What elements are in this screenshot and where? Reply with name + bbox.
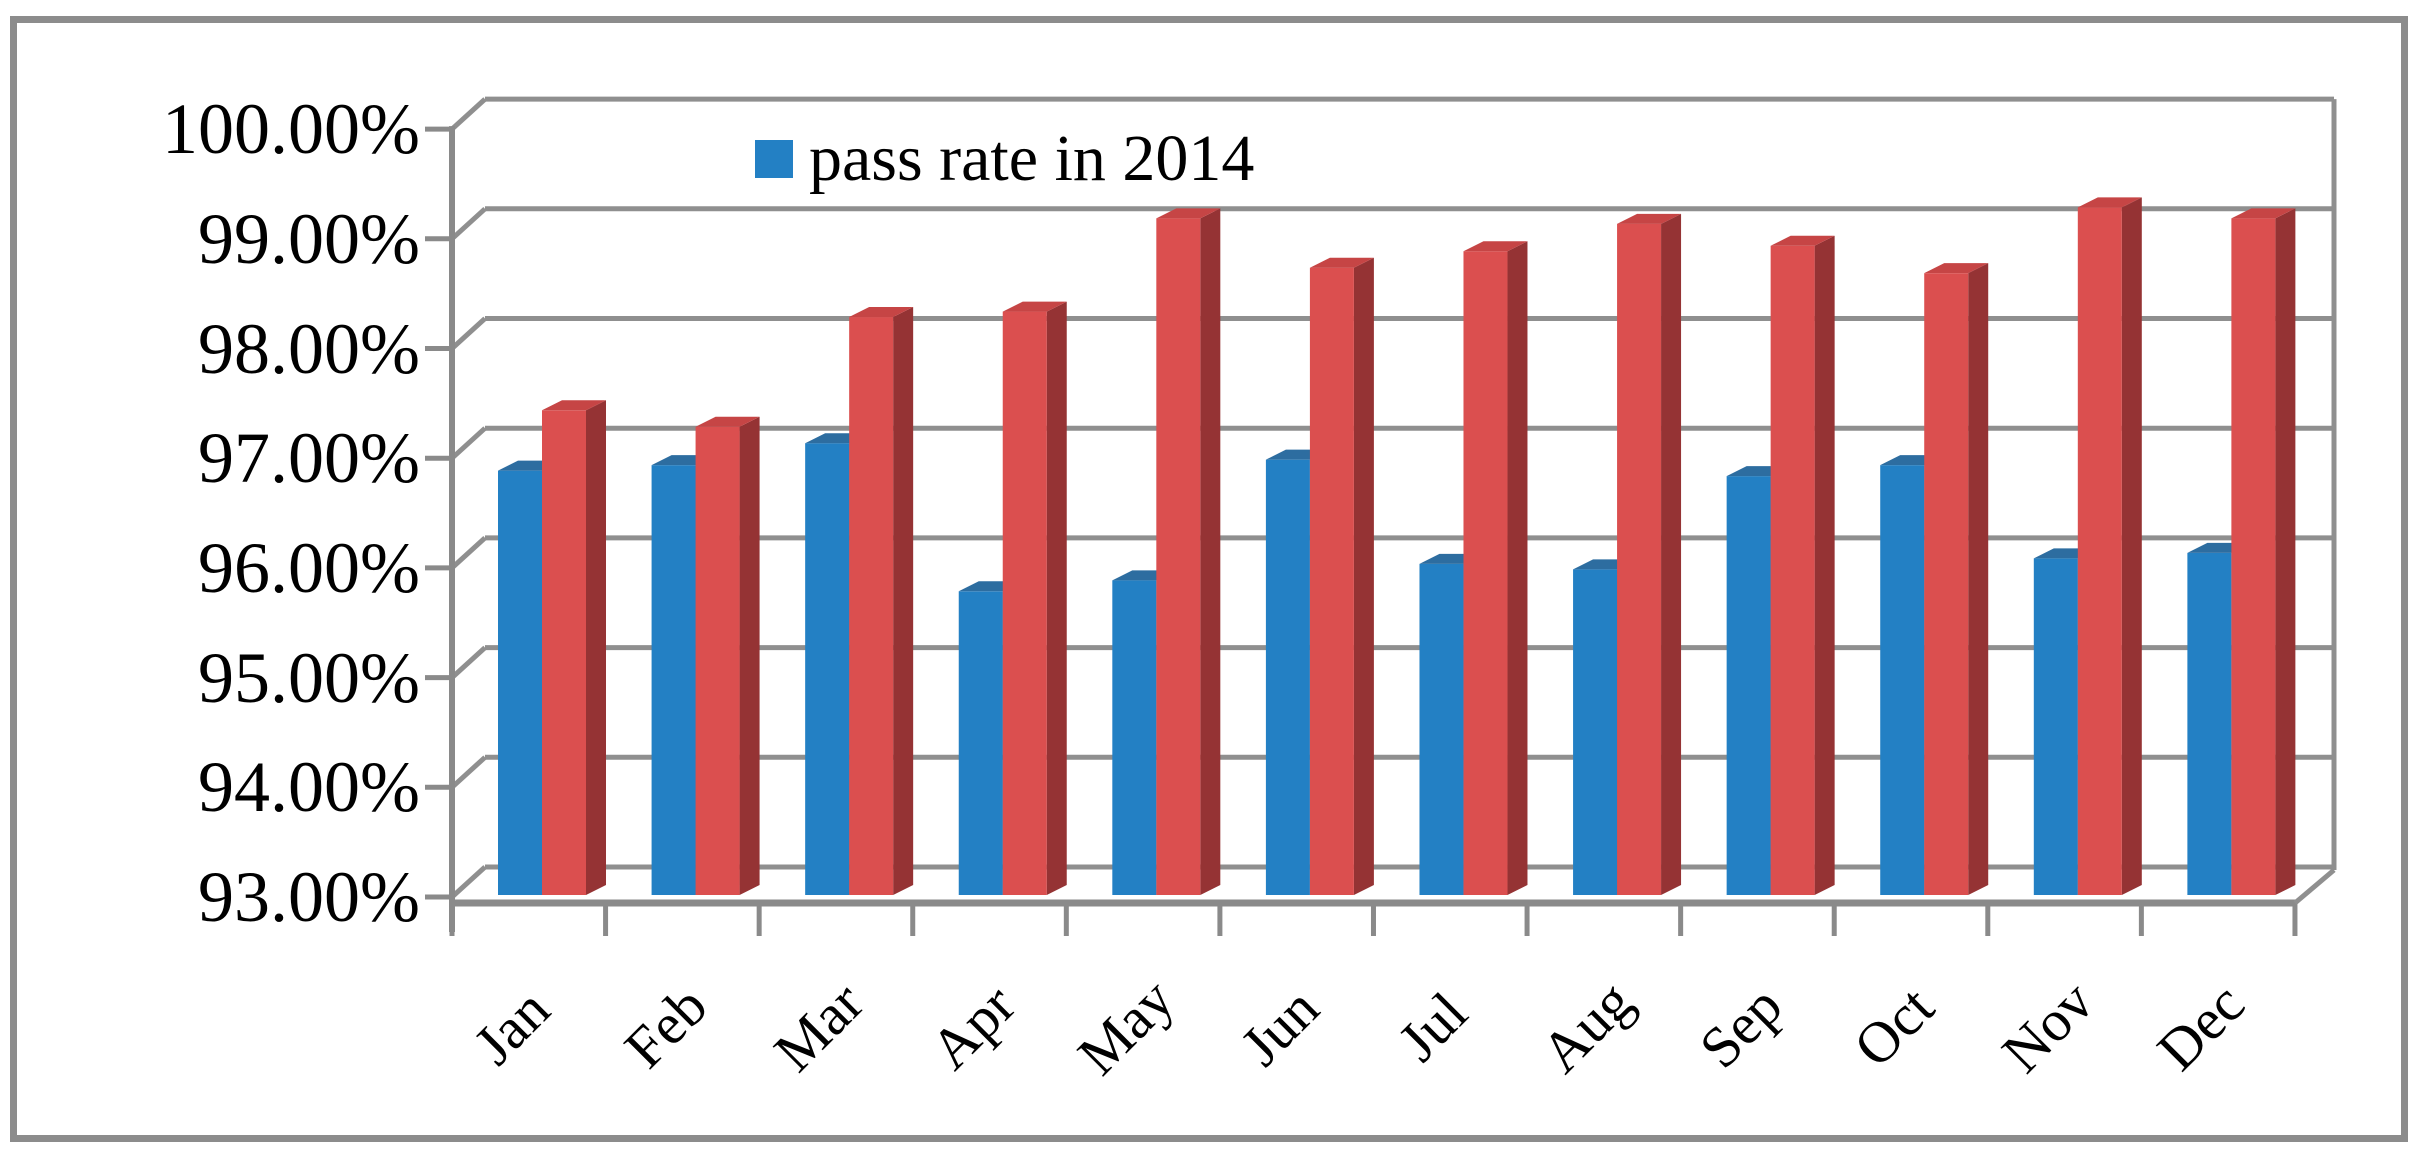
- bar-s1-aug: [1573, 569, 1618, 895]
- x-axis-label-nov: Nov: [1989, 968, 2106, 1085]
- y-axis-label: 97.00%: [198, 418, 420, 499]
- gridline-connector: [450, 536, 487, 570]
- gridline-connector: [450, 206, 487, 241]
- chart-frame: 100.00% 99.00% 98.00% 97.00% 96.00% 95.00% 94.…: [10, 16, 2408, 1142]
- legend-swatch-icon: [755, 140, 793, 178]
- axis-labels-layer: 100.00% 99.00% 98.00% 97.00% 96.00% 95.00% 94.…: [7, 7, 2424, 1168]
- bar-s2-oct: [1924, 273, 1969, 895]
- bar-s2-feb-top: [695, 416, 760, 427]
- bar-s2-jun: [1309, 267, 1354, 895]
- bar-s2-apr-side: [1046, 301, 1067, 895]
- x-axis-label-apr: Apr: [917, 971, 1028, 1082]
- bar-s1-feb: [651, 465, 696, 895]
- x-axis-label-aug: Aug: [1528, 968, 1645, 1085]
- x-axis-label-sep: Sep: [1686, 972, 1795, 1081]
- y-axis-label: 98.00%: [198, 308, 420, 389]
- y-axis-label: 93.00%: [198, 857, 420, 937]
- bar-s2-dec: [2231, 218, 2276, 895]
- bar-s2-apr-top: [1002, 301, 1067, 312]
- bar-s1-jan: [498, 470, 542, 895]
- bar-s2-aug-side: [1661, 213, 1682, 895]
- bar-s2-dec-side: [2275, 208, 2296, 895]
- bar-s2-apr: [1002, 311, 1047, 895]
- x-axis-label-jan: Jan: [461, 976, 562, 1077]
- bar-s2-jul: [1463, 251, 1508, 896]
- gridline-connector: [450, 755, 487, 790]
- bar-s2-mar: [849, 317, 894, 895]
- x-axis-label-oct: Oct: [1841, 974, 1947, 1080]
- bar-s2-aug-top: [1617, 213, 1682, 224]
- bar-s1-jun: [1265, 459, 1310, 895]
- gridline-connector: [450, 97, 487, 131]
- bar-s2-sep-side: [1814, 235, 1835, 895]
- bar-s1-may: [1112, 580, 1157, 895]
- bar-s1-dec: [2187, 552, 2232, 895]
- bar-s2-feb: [695, 426, 740, 895]
- bar-s1-nov: [2033, 558, 2078, 895]
- y-axis-label: 95.00%: [198, 637, 420, 718]
- gridline-connector: [450, 316, 487, 351]
- bar-s2-oct-top: [1924, 263, 1989, 274]
- bar-s2-sep-top: [1770, 235, 1835, 246]
- gridline-connector: [450, 426, 487, 461]
- bar-s2-jan: [542, 410, 586, 895]
- chart-canvas: [425, 96, 2337, 936]
- bar-s2-may: [1156, 218, 1201, 895]
- y-axis-label: 96.00%: [198, 527, 420, 608]
- bar-s1-sep: [1726, 476, 1771, 895]
- y-axis-label: 100.00%: [162, 89, 420, 170]
- bar-s1-mar: [805, 443, 850, 895]
- bar-s1-apr: [958, 591, 1003, 895]
- bar-s1-jul: [1419, 563, 1464, 895]
- x-axis-label-mar: Mar: [761, 969, 876, 1084]
- x-axis-label-dec: Dec: [2145, 970, 2258, 1083]
- gridline-connector: [450, 865, 487, 899]
- x-axis-label-jul: Jul: [1386, 979, 1481, 1074]
- bar-s2-may-top: [1156, 208, 1221, 219]
- chart-legend: pass rate in 2014: [755, 119, 1254, 199]
- x-axis-label-may: May: [1065, 966, 1187, 1088]
- bar-s2-mar-side: [893, 307, 914, 895]
- bar-s2-jan-side: [586, 400, 606, 895]
- bar-s2-jun-side: [1353, 257, 1374, 895]
- floor-right-edge: [2293, 868, 2336, 905]
- x-axis-label-feb: Feb: [611, 972, 719, 1081]
- bar-s2-dec-top: [2231, 208, 2296, 219]
- bar-s2-aug: [1617, 223, 1662, 895]
- bar-s2-jun-top: [1309, 257, 1374, 268]
- y-axis-label: 94.00%: [198, 747, 420, 828]
- bar-s2-nov-side: [2121, 197, 2142, 896]
- bar-s2-nov: [2077, 207, 2122, 896]
- y-axis-label: 99.00%: [198, 198, 420, 279]
- bar-s2-may-side: [1200, 208, 1221, 895]
- bar-s2-sep: [1770, 245, 1815, 895]
- bar-s2-jan-top: [542, 400, 606, 411]
- legend-label: pass rate in 2014: [809, 122, 1255, 195]
- bar-s2-jul-top: [1463, 241, 1528, 252]
- bar-s2-jul-side: [1507, 241, 1528, 896]
- bar-s2-oct-side: [1968, 263, 1989, 895]
- gridline-connector: [450, 645, 487, 680]
- bar-s2-nov-top: [2077, 197, 2142, 208]
- x-axis-label-jun: Jun: [1228, 975, 1332, 1079]
- bar-s2-mar-top: [849, 307, 914, 318]
- bar-s2-feb-side: [739, 416, 760, 895]
- bar-s1-oct: [1880, 465, 1925, 895]
